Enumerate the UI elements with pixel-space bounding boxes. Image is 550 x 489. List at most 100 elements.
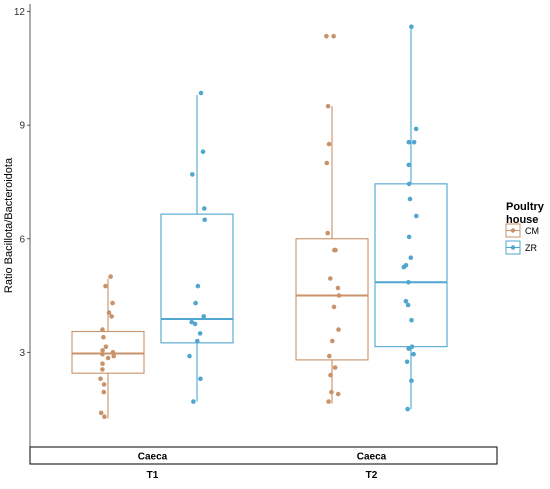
data-point xyxy=(102,414,107,420)
data-point xyxy=(407,196,413,202)
legend-key-cm xyxy=(505,223,521,238)
data-point xyxy=(336,293,342,298)
data-point xyxy=(332,365,338,370)
data-point xyxy=(335,391,341,397)
data-point xyxy=(195,283,201,289)
data-point xyxy=(103,283,108,289)
data-point xyxy=(411,139,417,145)
data-point xyxy=(202,217,207,223)
data-point xyxy=(406,280,411,285)
data-point xyxy=(327,353,332,359)
data-point xyxy=(106,310,112,315)
legend-swatch-point xyxy=(510,245,516,250)
data-point xyxy=(189,319,194,325)
group-label: T1 xyxy=(147,470,159,481)
data-point xyxy=(406,162,412,168)
y-tick-label: 6 xyxy=(19,234,25,245)
data-point xyxy=(406,139,412,145)
data-point xyxy=(403,263,409,268)
data-point xyxy=(201,314,206,319)
data-point xyxy=(100,348,105,353)
legend-title: Poultry xyxy=(506,201,545,213)
data-point xyxy=(409,344,415,350)
data-point xyxy=(409,24,414,30)
data-point xyxy=(192,321,198,327)
data-point xyxy=(103,344,109,350)
data-point xyxy=(202,206,207,211)
data-point xyxy=(406,234,412,240)
data-point xyxy=(326,141,332,147)
data-point xyxy=(330,338,335,344)
data-point xyxy=(100,351,105,357)
data-point xyxy=(325,103,331,109)
data-point xyxy=(329,389,334,395)
data-point xyxy=(101,382,107,387)
data-point xyxy=(105,355,111,361)
data-point xyxy=(326,399,331,404)
data-point xyxy=(333,247,338,253)
data-point xyxy=(191,399,196,404)
legend-label: ZR xyxy=(525,243,537,253)
legend-title: house xyxy=(506,214,538,226)
data-point xyxy=(200,149,206,154)
data-point xyxy=(413,126,419,132)
data-point xyxy=(101,334,106,340)
data-point xyxy=(414,213,419,219)
strip-label: Caeca xyxy=(138,452,168,463)
data-point xyxy=(100,327,105,332)
y-tick-label: 9 xyxy=(19,121,25,132)
facet-strip: Caeca T1 Caeca T2 xyxy=(29,446,498,481)
data-point xyxy=(190,172,195,177)
data-point xyxy=(198,376,203,382)
data-point xyxy=(197,331,203,336)
data-point xyxy=(404,359,410,365)
box-cm-t1 xyxy=(71,330,145,374)
box-cm-t2 xyxy=(295,238,369,361)
data-point xyxy=(109,314,114,319)
data-point xyxy=(187,353,192,359)
data-point xyxy=(110,300,115,306)
legend-swatch-point xyxy=(510,228,516,233)
data-point xyxy=(324,33,329,39)
data-point xyxy=(409,378,414,384)
legend-key-zr xyxy=(505,240,521,255)
y-axis: 3 6 9 12 Ratio Bacillota/Bacteroidota xyxy=(3,4,31,447)
data-point xyxy=(403,298,409,304)
data-point xyxy=(111,353,116,359)
data-point xyxy=(405,406,410,412)
data-point xyxy=(198,90,204,96)
plot-area xyxy=(71,24,448,420)
data-point xyxy=(408,255,414,260)
data-point xyxy=(98,376,103,382)
group-label: T2 xyxy=(366,470,378,481)
legend-label: CM xyxy=(525,226,539,236)
y-axis-title: Ratio Bacillota/Bacteroidota xyxy=(3,157,15,293)
data-point xyxy=(101,389,107,395)
data-point xyxy=(335,285,341,291)
data-point xyxy=(336,327,341,332)
data-point xyxy=(411,351,416,357)
strip-box xyxy=(29,446,498,465)
y-tick-label: 12 xyxy=(14,7,26,18)
data-point xyxy=(331,304,337,310)
data-point xyxy=(193,300,198,306)
data-point xyxy=(98,410,104,416)
data-point xyxy=(331,33,336,39)
data-point xyxy=(108,274,113,279)
data-point xyxy=(195,338,200,344)
data-point xyxy=(100,361,105,367)
data-point xyxy=(324,160,330,166)
data-point xyxy=(100,367,105,372)
data-point xyxy=(325,230,331,236)
y-tick-label: 3 xyxy=(19,348,25,359)
data-point xyxy=(406,181,412,187)
data-point xyxy=(409,317,414,323)
data-point xyxy=(328,372,333,378)
data-point xyxy=(110,350,116,355)
strip-label: Caeca xyxy=(357,452,387,463)
data-point xyxy=(405,302,411,308)
data-point xyxy=(328,276,333,281)
